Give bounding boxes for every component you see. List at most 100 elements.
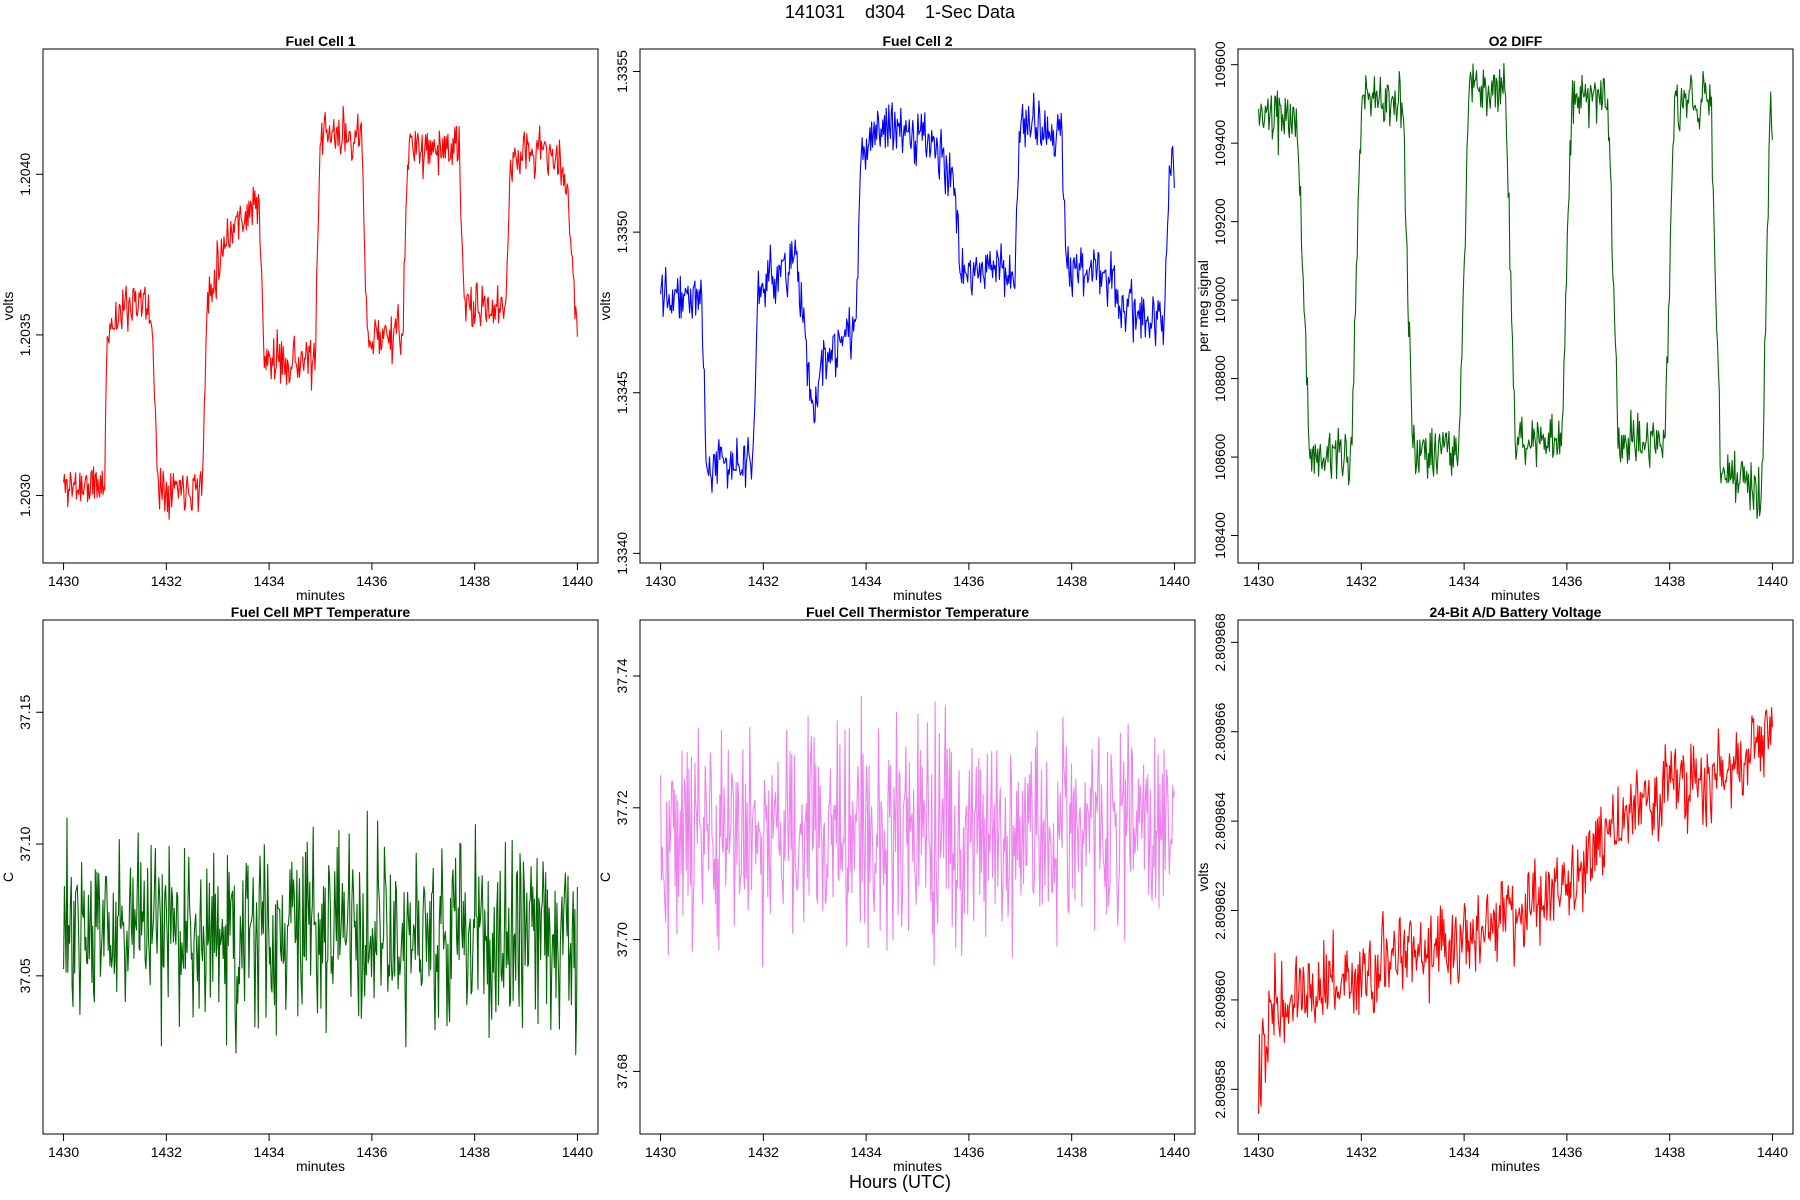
x-axis-label: minutes	[296, 587, 345, 603]
chart-panel-2: Fuel Cell 2 1430 1432 1434 1436 1438 1440 minut…	[597, 33, 1196, 603]
chart-title: Fuel Cell 1	[285, 33, 355, 49]
series-line	[660, 92, 1175, 493]
x-axis: 1430 1432 1434 1436 1438 1440	[48, 1133, 593, 1160]
x-tick-label: 1432	[151, 1144, 182, 1160]
x-tick-label: 1432	[1346, 1144, 1377, 1160]
x-tick-label: 1432	[1346, 573, 1377, 589]
y-tick-label: 2.809860	[1212, 971, 1228, 1030]
x-tick-label: 1438	[1056, 1144, 1087, 1160]
x-axis: 1430 1432 1434 1436 1438 1440	[48, 562, 593, 589]
x-tick-label: 1436	[356, 573, 387, 589]
y-tick-label: 109000	[1212, 277, 1228, 324]
y-axis: 1.3340 1.3345 1.3350 1.3355	[614, 50, 641, 575]
y-tick-label: 2.809868	[1212, 613, 1228, 672]
y-tick-label: 37.70	[614, 922, 630, 957]
x-tick-label: 1430	[1243, 573, 1274, 589]
chart-panel-3: O2 DIFF 1430 1432 1434 1436 1438 1440 minutes 10…	[1195, 33, 1794, 603]
x-tick-label: 1436	[953, 573, 984, 589]
chart-title: 24-Bit A/D Battery Voltage	[1430, 604, 1602, 620]
chart-title: O2 DIFF	[1489, 33, 1543, 49]
y-tick-label: 109200	[1212, 198, 1228, 245]
y-axis: 108400 108600 108800 109000 109200 109400 1096…	[1212, 41, 1239, 559]
x-axis-label: minutes	[1491, 587, 1540, 603]
x-tick-label: 1432	[151, 573, 182, 589]
y-axis: 1.2030 1.2035 1.2040	[17, 153, 44, 517]
y-tick-label: 37.15	[17, 695, 33, 730]
series-line	[63, 810, 578, 1056]
x-tick-label: 1436	[1551, 573, 1582, 589]
chart-title: Fuel Cell MPT Temperature	[231, 604, 411, 620]
chart-panel-5: Fuel Cell Thermistor Temperature 1430 1432…	[597, 604, 1196, 1174]
x-axis: 1430 1432 1434 1436 1438 1440	[645, 562, 1190, 589]
x-tick-label: 1430	[1243, 1144, 1274, 1160]
y-tick-label: 109600	[1212, 41, 1228, 88]
x-axis: 1430 1432 1434 1436 1438 1440	[1243, 1133, 1788, 1160]
chart-title: Fuel Cell 2	[882, 33, 952, 49]
x-tick-label: 1430	[48, 573, 79, 589]
x-tick-label: 1438	[459, 573, 490, 589]
y-tick-label: 1.3350	[614, 210, 630, 253]
y-axis-label: volts	[0, 292, 16, 321]
y-axis: 2.809858 2.809860 2.809862 2.809864 2.809866…	[1212, 613, 1239, 1119]
y-tick-label: 2.809866	[1212, 702, 1228, 761]
y-axis-label: C	[597, 872, 613, 882]
x-tick-label: 1434	[851, 1144, 882, 1160]
chart-title: Fuel Cell Thermistor Temperature	[806, 604, 1029, 620]
series-line	[1258, 63, 1773, 519]
y-tick-label: 1.3340	[614, 532, 630, 575]
x-tick-label: 1434	[1449, 573, 1480, 589]
plot-frame	[1237, 619, 1794, 1135]
x-tick-label: 1438	[1654, 573, 1685, 589]
y-tick-label: 1.2035	[17, 313, 33, 356]
y-tick-label: 1.2030	[17, 474, 33, 517]
y-axis-label: C	[0, 872, 16, 882]
figure-xlabel: Hours (UTC)	[849, 1172, 951, 1192]
series-line	[1258, 707, 1773, 1114]
x-tick-label: 1438	[459, 1144, 490, 1160]
y-tick-label: 109400	[1212, 120, 1228, 167]
x-tick-label: 1434	[254, 1144, 285, 1160]
y-tick-label: 2.809858	[1212, 1060, 1228, 1119]
x-tick-label: 1438	[1654, 1144, 1685, 1160]
y-tick-label: 108800	[1212, 355, 1228, 402]
x-tick-label: 1436	[356, 1144, 387, 1160]
chart-panel-1: Fuel Cell 1 1430 1432 1434 1436 1438 1440 minut…	[0, 33, 599, 603]
y-tick-label: 2.809862	[1212, 881, 1228, 940]
plot-frame	[639, 619, 1196, 1135]
x-tick-label: 1430	[645, 1144, 676, 1160]
x-axis-label: minutes	[1491, 1158, 1540, 1174]
y-tick-label: 37.68	[614, 1054, 630, 1089]
y-axis-label: volts	[1195, 863, 1211, 892]
x-tick-label: 1436	[1551, 1144, 1582, 1160]
plot-frame	[1237, 48, 1794, 564]
x-axis-label: minutes	[893, 1158, 942, 1174]
chart-panel-6: 24-Bit A/D Battery Voltage 1430 1432 1434 14…	[1195, 604, 1794, 1174]
x-tick-label: 1440	[562, 1144, 593, 1160]
figure-title: 141031 d304 1-Sec Data	[784, 2, 1016, 22]
y-tick-label: 1.3355	[614, 50, 630, 93]
x-axis: 1430 1432 1434 1436 1438 1440	[1243, 562, 1788, 589]
x-axis-label: minutes	[893, 587, 942, 603]
plot-frame	[42, 619, 599, 1135]
y-tick-label: 37.72	[614, 790, 630, 825]
x-tick-label: 1434	[1449, 1144, 1480, 1160]
x-tick-label: 1440	[1159, 573, 1190, 589]
x-tick-label: 1432	[748, 1144, 779, 1160]
y-tick-label: 37.74	[614, 658, 630, 693]
x-tick-label: 1434	[254, 573, 285, 589]
x-tick-label: 1440	[562, 573, 593, 589]
y-axis-label: volts	[597, 292, 613, 321]
x-axis-label: minutes	[296, 1158, 345, 1174]
y-tick-label: 37.05	[17, 958, 33, 993]
y-tick-label: 2.809864	[1212, 792, 1228, 851]
y-tick-label: 1.3345	[614, 371, 630, 414]
y-tick-label: 108400	[1212, 512, 1228, 559]
plot-frame	[42, 48, 599, 564]
x-tick-label: 1432	[748, 573, 779, 589]
y-tick-label: 1.2040	[17, 153, 33, 196]
y-tick-label: 37.10	[17, 826, 33, 861]
series-line	[63, 106, 578, 520]
